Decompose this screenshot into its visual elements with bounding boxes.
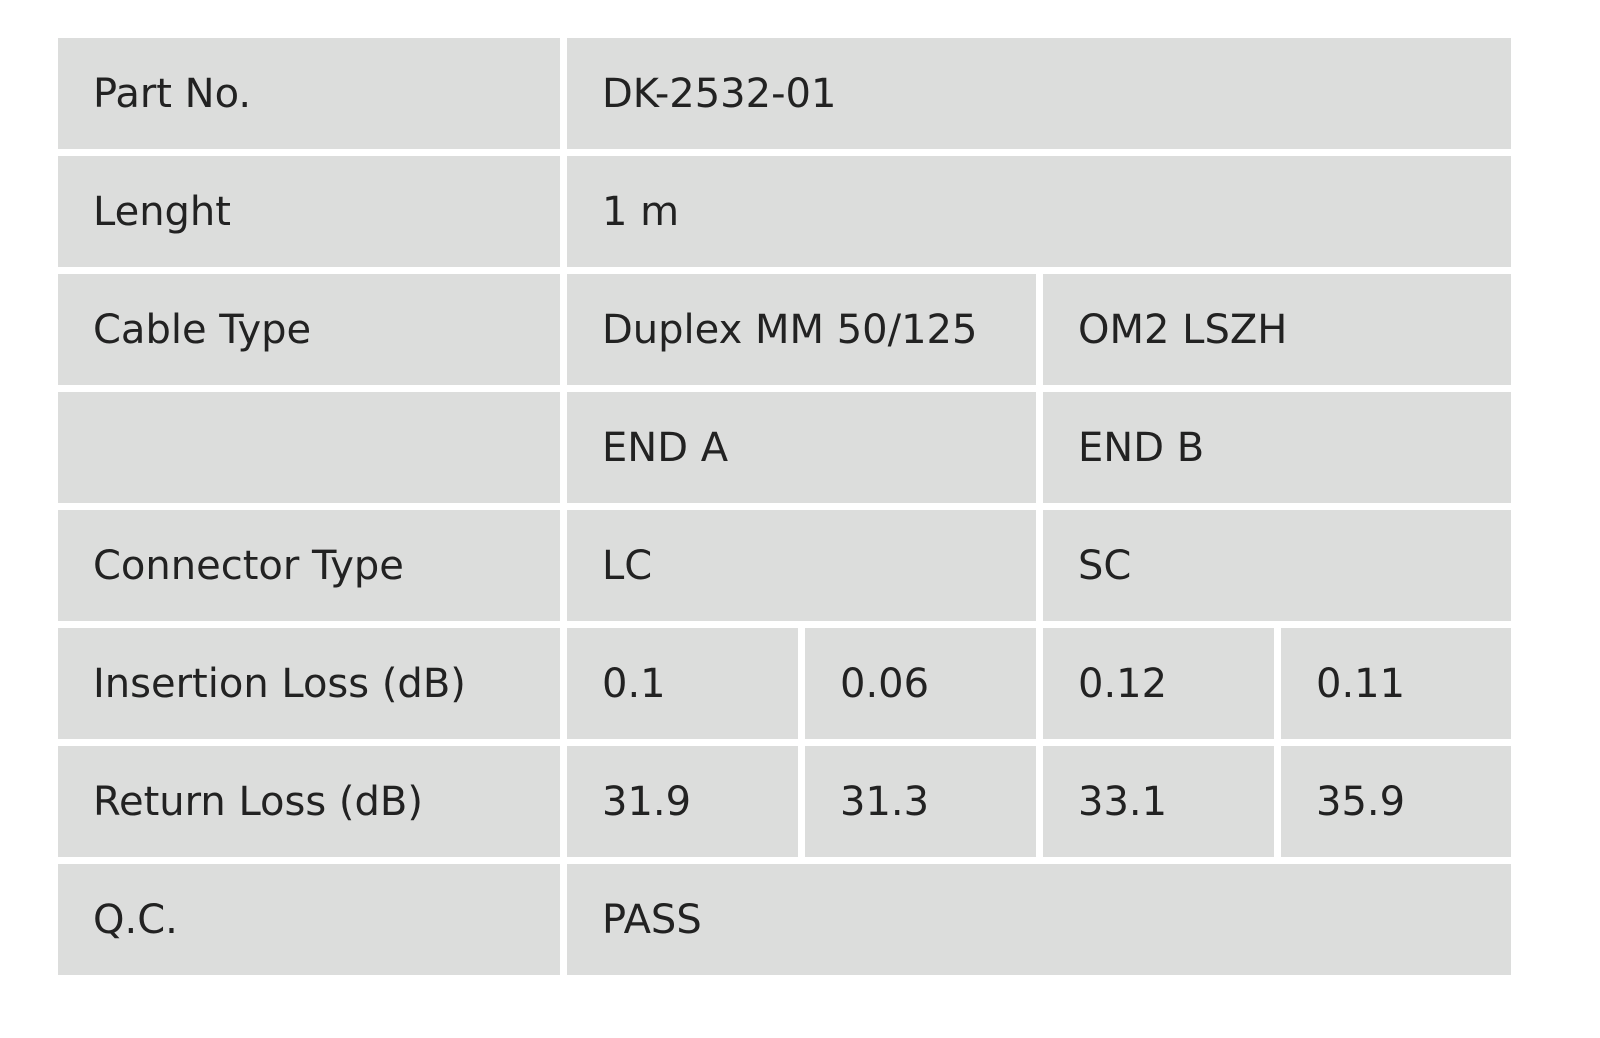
row-value: SC [1043, 510, 1511, 621]
row-value: DK-2532-01 [567, 38, 1511, 149]
row-value: 31.3 [805, 746, 1036, 857]
row-value: END B [1043, 392, 1511, 503]
row-label: Q.C. [58, 864, 560, 975]
row-label: Insertion Loss (dB) [58, 628, 560, 739]
row-value: 1 m [567, 156, 1511, 267]
row-value: OM2 LSZH [1043, 274, 1511, 385]
row-label: Lenght [58, 156, 560, 267]
row-value: PASS [567, 864, 1511, 975]
row-label [58, 392, 560, 503]
row-value: LC [567, 510, 1036, 621]
row-value: 0.06 [805, 628, 1036, 739]
row-value: 0.11 [1281, 628, 1511, 739]
row-value: 31.9 [567, 746, 798, 857]
row-value: 33.1 [1043, 746, 1274, 857]
row-value: 35.9 [1281, 746, 1511, 857]
row-label: Connector Type [58, 510, 560, 621]
row-label: Return Loss (dB) [58, 746, 560, 857]
row-value: Duplex MM 50/125 [567, 274, 1036, 385]
row-label: Cable Type [58, 274, 560, 385]
row-value: 0.1 [567, 628, 798, 739]
row-label: Part No. [58, 38, 560, 149]
row-value: END A [567, 392, 1036, 503]
row-value: 0.12 [1043, 628, 1274, 739]
spec-table: Part No. DK-2532-01 Lenght 1 m Cable Type Dup… [58, 38, 1511, 975]
